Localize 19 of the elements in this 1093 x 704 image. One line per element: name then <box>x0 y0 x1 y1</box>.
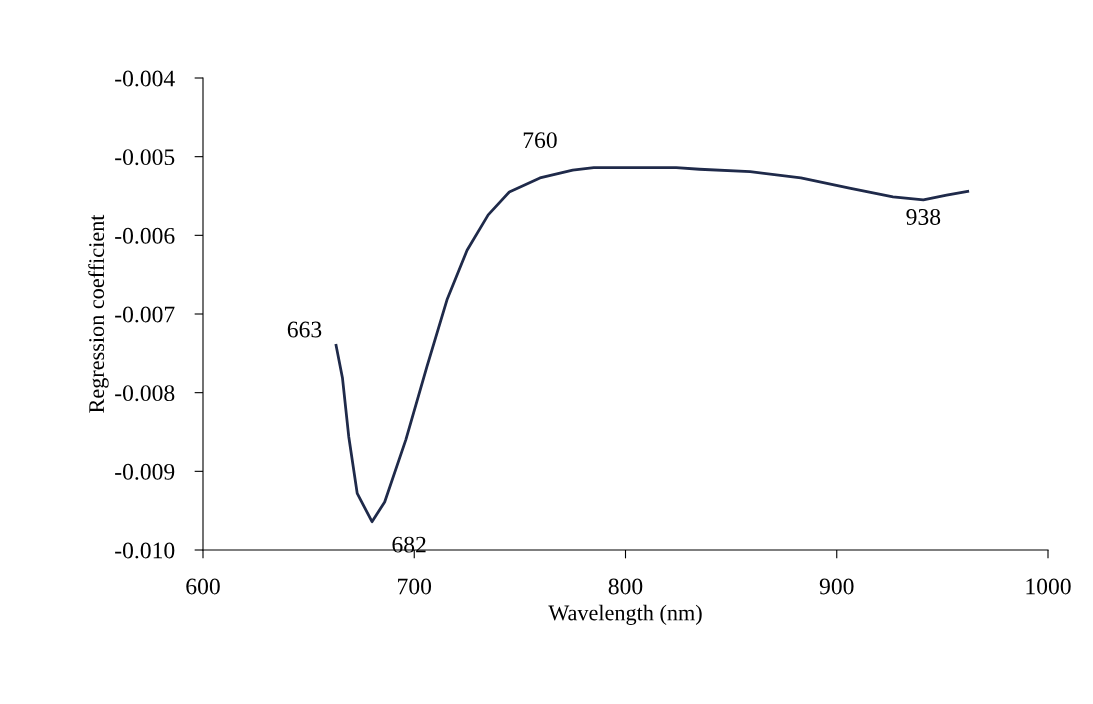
x-tick-label: 800 <box>608 578 643 595</box>
x-axis-title: Wavelength (nm) <box>548 604 702 625</box>
y-tick-label: -0.009 <box>115 463 175 480</box>
y-tick-label: -0.004 <box>115 70 175 87</box>
y-tick-label: -0.008 <box>115 385 175 402</box>
y-tick-label: -0.010 <box>115 542 175 559</box>
annotation: 938 <box>906 208 941 225</box>
annotation: 760 <box>523 132 557 149</box>
x-tick-label: 900 <box>819 578 854 595</box>
line-series <box>334 166 970 524</box>
annotation: 663 <box>287 321 322 338</box>
x-tick-label: 700 <box>398 578 432 595</box>
y-tick-label: -0.006 <box>115 227 175 244</box>
x-tick-label: 1000 <box>1026 578 1071 595</box>
y-tick-label: -0.005 <box>115 149 175 166</box>
y-tick-label: -0.007 <box>115 306 175 323</box>
y-axis-title: Regression coefficient <box>88 214 109 413</box>
x-tick-label: 600 <box>186 578 220 595</box>
annotation: 682 <box>392 536 426 553</box>
